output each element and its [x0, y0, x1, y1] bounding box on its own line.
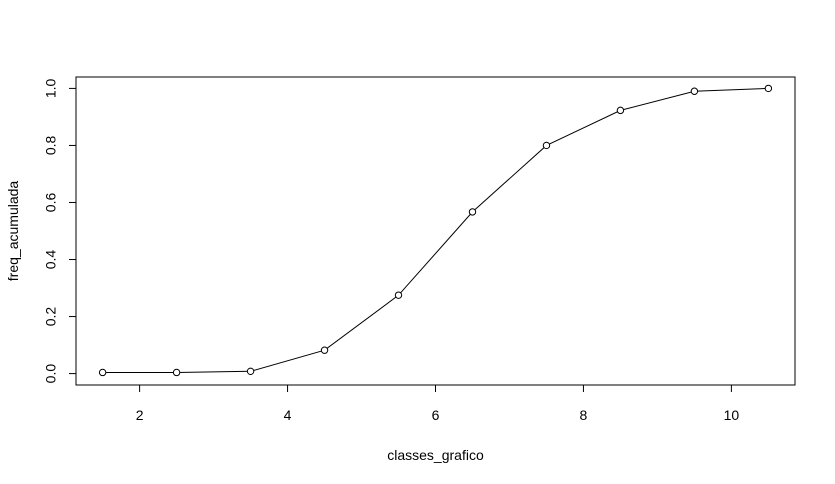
x-tick-label-4: 4	[284, 407, 292, 423]
data-point-4	[320, 346, 329, 354]
data-point-7	[542, 141, 551, 150]
x-axis-label: classes_grafico	[387, 447, 484, 463]
data-point-9	[690, 87, 699, 95]
y-tick-label-0.8: 0.8	[43, 136, 59, 156]
data-point-1	[98, 368, 107, 377]
data-point-8	[616, 106, 625, 115]
data-point-5	[394, 291, 403, 299]
y-tick-label-0.0: 0.0	[43, 364, 59, 384]
y-axis: 0.0 0.2 0.4 0.6 0.8 1.0	[43, 78, 77, 384]
x-tick-label-10: 10	[724, 407, 740, 423]
data-point-2	[172, 368, 181, 377]
series-layer	[98, 84, 773, 377]
y-axis-label: freq_acumulada	[5, 181, 21, 282]
x-tick-label-8: 8	[580, 407, 588, 423]
y-tick-label-1.0: 1.0	[43, 78, 59, 98]
x-tick-label-6: 6	[432, 407, 440, 423]
y-tick-label-0.6: 0.6	[43, 193, 59, 213]
series-line	[102, 87, 769, 373]
plot-frame	[75, 76, 796, 386]
data-point-6	[468, 208, 477, 216]
data-point-3	[246, 367, 255, 376]
data-point-10	[764, 84, 773, 93]
y-tick-label-0.2: 0.2	[43, 307, 59, 327]
y-tick-label-0.4: 0.4	[43, 250, 59, 270]
x-tick-label-2: 2	[136, 407, 144, 423]
x-axis: 2 4 6 8 10	[136, 384, 740, 423]
